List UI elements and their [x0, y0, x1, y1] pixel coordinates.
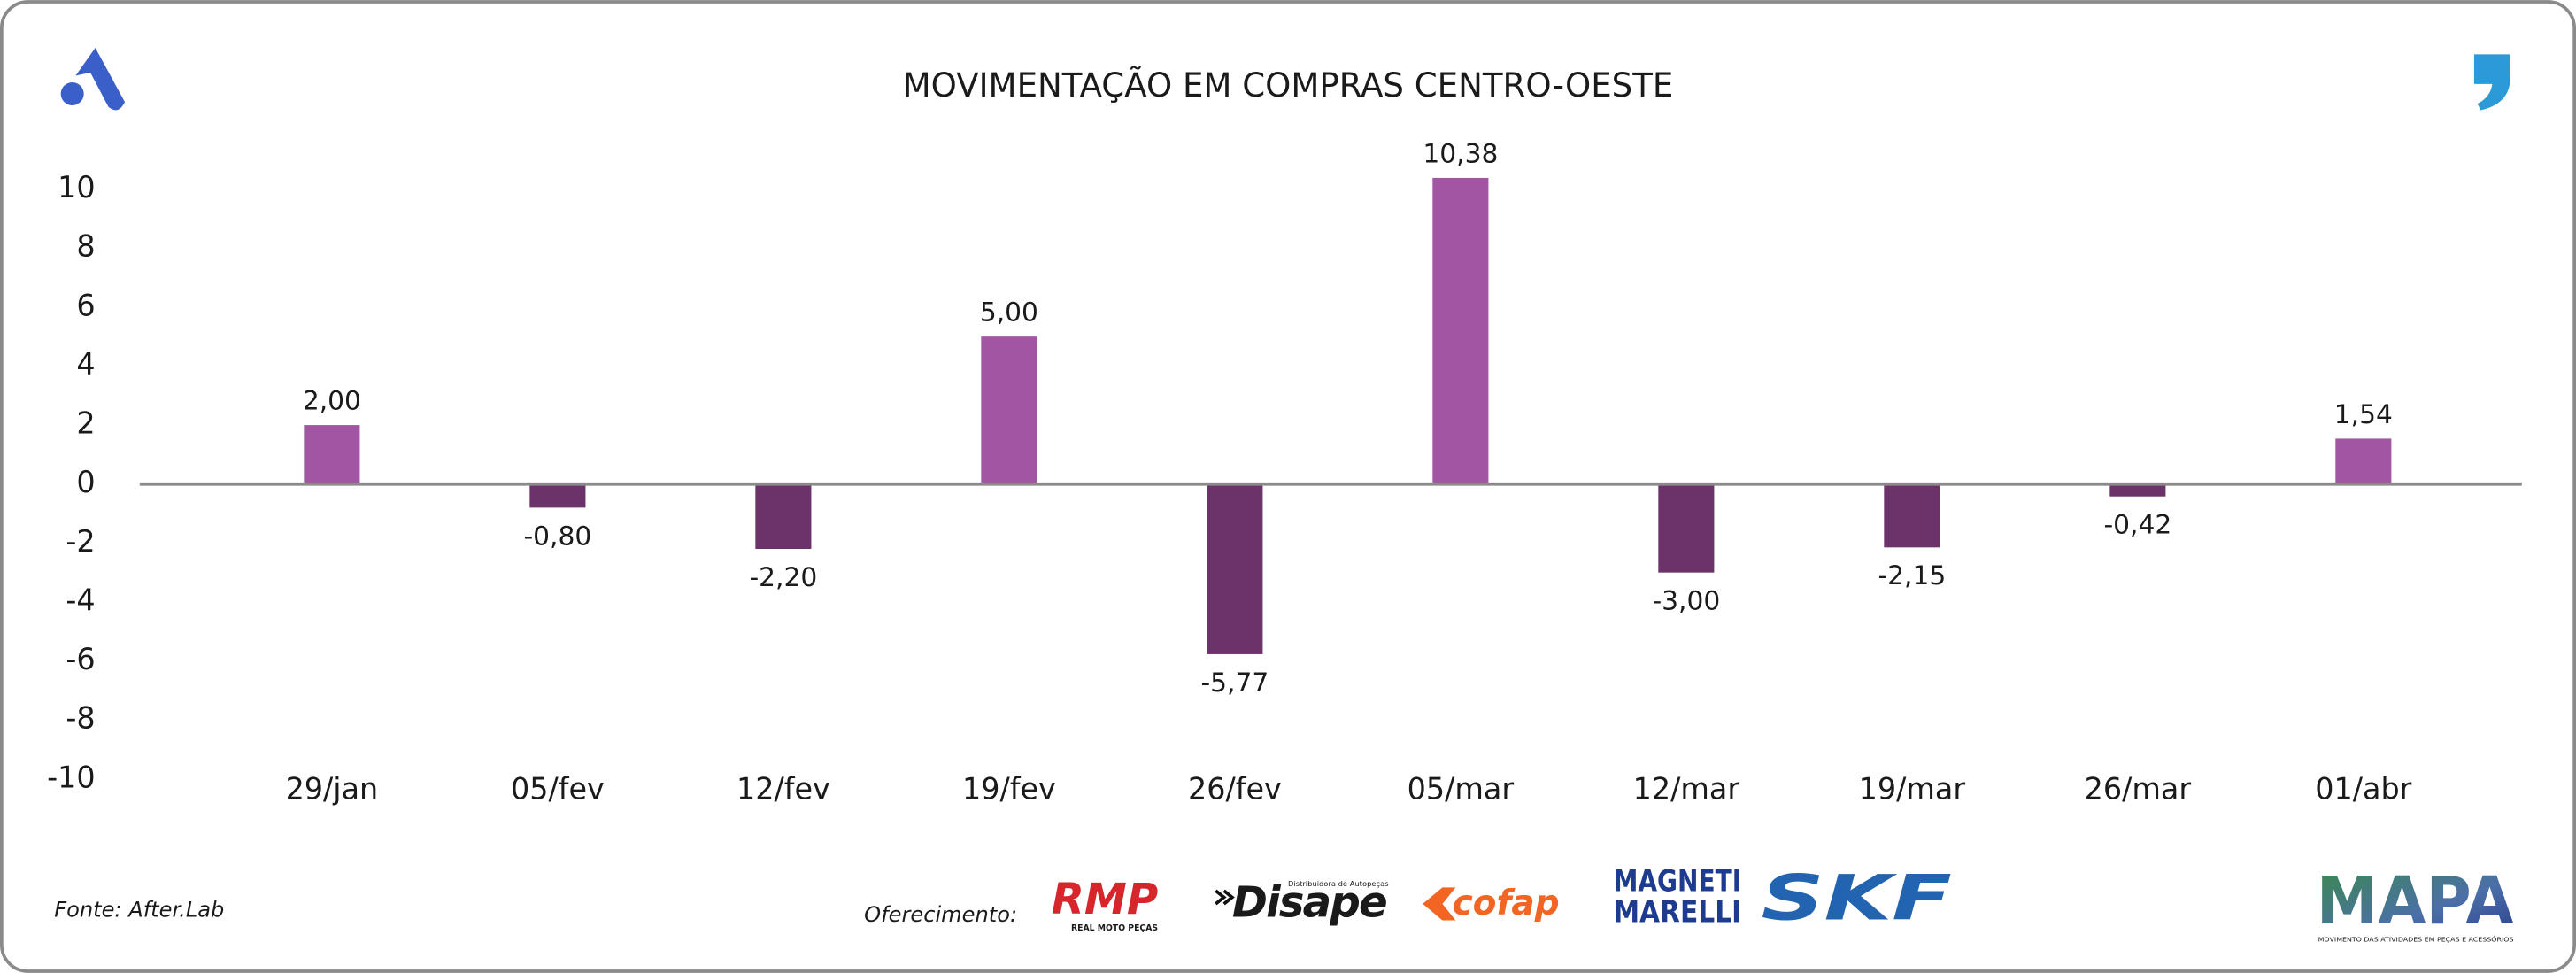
bar: [981, 336, 1037, 484]
chart-title: MOVIMENTAÇÃO EM COMPRAS CENTRO-OESTE: [903, 66, 1674, 104]
source: Fonte: After.Lab: [54, 897, 224, 922]
value-label: -0,80: [523, 521, 591, 552]
bar: [529, 483, 586, 508]
value-label: -2,15: [1878, 560, 1946, 591]
bar: [2109, 483, 2166, 497]
bar: [304, 425, 360, 484]
value-label: 10,38: [1423, 138, 1498, 169]
x-tick-label: 05/fev: [511, 771, 605, 806]
y-tick-label: -2: [66, 524, 95, 559]
x-tick-label: 12/fev: [737, 771, 830, 806]
sponsor-label: Oferecimento:: [864, 902, 1017, 927]
logo-marelli: MARELLI: [1613, 895, 1741, 930]
x-tick-label: 26/fev: [1188, 771, 1282, 806]
value-label: 1,54: [2334, 399, 2393, 430]
y-tick-label: 0: [76, 465, 95, 499]
value-label: -3,00: [1652, 586, 1720, 617]
bar: [2335, 438, 2392, 484]
value-label: 5,00: [980, 297, 1038, 328]
x-tick-label: 01/abr: [2315, 771, 2411, 806]
sponsor-logos: RMP REAL MOTO PEÇAS Disape Distribuidora…: [1052, 862, 1952, 935]
y-tick-label: -6: [66, 642, 95, 676]
value-label: -5,77: [1200, 668, 1269, 699]
x-tick-label: 29/jan: [286, 771, 379, 806]
x-tick-label: 05/mar: [1408, 771, 1515, 806]
x-tick-label: 19/fev: [962, 771, 1056, 806]
y-tick-label: 6: [76, 288, 95, 322]
brand-logo: MAPA: [2317, 862, 2514, 939]
x-tick-label: 19/mar: [1859, 771, 1966, 806]
brand-sub: MOVIMENTO DAS ATIVIDADES EM PEÇAS E ACES…: [2318, 936, 2514, 944]
logo-cofap: cofap: [1453, 884, 1560, 923]
bar: [1658, 483, 1715, 573]
y-tick-label: 4: [76, 347, 95, 382]
bar: [755, 483, 812, 550]
x-tick-label: 26/mar: [2085, 771, 2192, 806]
logo-right: [2473, 54, 2510, 111]
y-tick-label: -10: [47, 760, 96, 794]
logo-disape: Disape: [1232, 878, 1386, 928]
y-tick-label: 2: [76, 406, 95, 441]
bar: [1884, 483, 1940, 548]
x-tick-label: 12/mar: [1633, 771, 1740, 806]
logo-disape-sub: Distribuidora de Autopeças: [1288, 879, 1389, 888]
y-tick-label: -8: [66, 701, 95, 736]
logo-rmp-sub: REAL MOTO PEÇAS: [1071, 923, 1158, 933]
value-label: 2,00: [303, 386, 361, 417]
logo-rmp: RMP: [1052, 875, 1159, 924]
bar: [1207, 483, 1263, 654]
logo-skf: SKF: [1761, 862, 1951, 935]
y-tick-label: 10: [58, 170, 96, 205]
logo-left: [60, 47, 126, 111]
value-label: -0,42: [2103, 510, 2171, 541]
logo-magneti: MAGNETI: [1613, 863, 1741, 898]
bar: [1432, 177, 1489, 484]
y-tick-label: 8: [76, 229, 95, 264]
value-label: -2,20: [749, 562, 817, 593]
y-tick-label: -4: [66, 583, 95, 617]
